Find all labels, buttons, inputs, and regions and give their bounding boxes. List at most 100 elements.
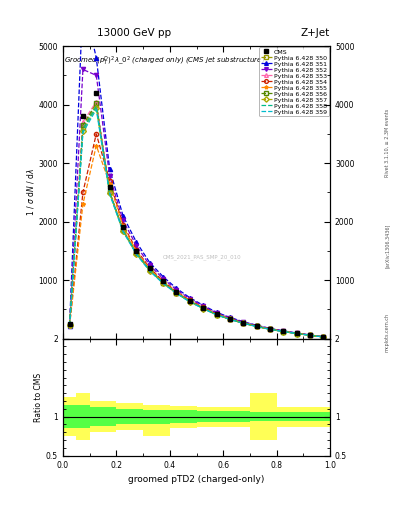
Pythia 6.428 353 bbox=[134, 249, 139, 255]
CMS bbox=[281, 328, 286, 334]
Pythia 6.428 353 bbox=[254, 323, 259, 329]
Pythia 6.428 350 bbox=[134, 250, 139, 257]
Pythia 6.428 356 bbox=[281, 328, 286, 334]
Pythia 6.428 350 bbox=[187, 298, 192, 305]
Y-axis label: 1 / $\sigma$ d$N$ / d$\lambda$: 1 / $\sigma$ d$N$ / d$\lambda$ bbox=[25, 168, 36, 217]
Pythia 6.428 356 bbox=[228, 316, 232, 322]
Pythia 6.428 356 bbox=[321, 334, 326, 340]
CMS bbox=[161, 278, 165, 284]
Pythia 6.428 351 bbox=[161, 273, 165, 280]
Pythia 6.428 356 bbox=[268, 326, 272, 332]
CMS bbox=[121, 224, 125, 230]
Pythia 6.428 358 bbox=[308, 332, 312, 338]
Pythia 6.428 357 bbox=[228, 316, 232, 323]
Pythia 6.428 359 bbox=[201, 306, 206, 312]
Pythia 6.428 356 bbox=[174, 290, 179, 296]
Pythia 6.428 352 bbox=[94, 72, 99, 78]
Pythia 6.428 357 bbox=[81, 128, 85, 134]
Pythia 6.428 354 bbox=[187, 297, 192, 304]
Pythia 6.428 352 bbox=[214, 310, 219, 316]
Pythia 6.428 359 bbox=[147, 268, 152, 274]
Pythia 6.428 353 bbox=[187, 298, 192, 304]
Pythia 6.428 357 bbox=[294, 330, 299, 336]
Pythia 6.428 353 bbox=[174, 290, 179, 296]
Pythia 6.428 350 bbox=[147, 267, 152, 273]
Pythia 6.428 350 bbox=[308, 332, 312, 338]
Pythia 6.428 350 bbox=[94, 101, 99, 108]
Pythia 6.428 352 bbox=[174, 287, 179, 293]
Pythia 6.428 353 bbox=[201, 305, 206, 311]
Pythia 6.428 354 bbox=[201, 304, 206, 310]
Pythia 6.428 359 bbox=[161, 281, 165, 287]
Pythia 6.428 357 bbox=[268, 326, 272, 332]
Pythia 6.428 355 bbox=[121, 223, 125, 229]
Pythia 6.428 350 bbox=[228, 316, 232, 322]
Pythia 6.428 353 bbox=[268, 326, 272, 332]
Pythia 6.428 351 bbox=[321, 334, 326, 340]
Pythia 6.428 351 bbox=[147, 260, 152, 266]
Pythia 6.428 351 bbox=[254, 322, 259, 328]
Pythia 6.428 352 bbox=[147, 262, 152, 268]
Pythia 6.428 354 bbox=[321, 334, 326, 340]
Pythia 6.428 358 bbox=[174, 290, 179, 296]
Pythia 6.428 354 bbox=[174, 288, 179, 294]
Y-axis label: Ratio to CMS: Ratio to CMS bbox=[34, 373, 43, 422]
Pythia 6.428 356 bbox=[294, 330, 299, 336]
CMS bbox=[187, 297, 192, 304]
CMS bbox=[147, 265, 152, 271]
Pythia 6.428 357 bbox=[147, 268, 152, 274]
Pythia 6.428 359 bbox=[134, 251, 139, 258]
Pythia 6.428 351 bbox=[241, 318, 246, 325]
Pythia 6.428 352 bbox=[161, 275, 165, 282]
Pythia 6.428 351 bbox=[81, 0, 85, 3]
Pythia 6.428 359 bbox=[121, 228, 125, 234]
Line: Pythia 6.428 358: Pythia 6.428 358 bbox=[70, 106, 323, 337]
Pythia 6.428 350 bbox=[241, 320, 246, 326]
Legend: CMS, Pythia 6.428 350, Pythia 6.428 351, Pythia 6.428 352, Pythia 6.428 353, Pyt: CMS, Pythia 6.428 350, Pythia 6.428 351,… bbox=[259, 47, 329, 116]
Pythia 6.428 353 bbox=[94, 99, 99, 105]
Pythia 6.428 354 bbox=[281, 328, 286, 334]
Pythia 6.428 359 bbox=[294, 330, 299, 336]
Pythia 6.428 352 bbox=[228, 315, 232, 321]
Pythia 6.428 354 bbox=[94, 131, 99, 137]
Pythia 6.428 350 bbox=[174, 290, 179, 296]
Pythia 6.428 350 bbox=[81, 125, 85, 131]
Pythia 6.428 352 bbox=[268, 326, 272, 332]
Pythia 6.428 358 bbox=[294, 330, 299, 336]
Pythia 6.428 351 bbox=[107, 166, 112, 172]
CMS bbox=[134, 248, 139, 254]
Pythia 6.428 356 bbox=[121, 227, 125, 233]
CMS bbox=[228, 316, 232, 322]
Pythia 6.428 359 bbox=[67, 323, 72, 329]
Pythia 6.428 353 bbox=[161, 280, 165, 286]
Pythia 6.428 359 bbox=[214, 312, 219, 318]
Pythia 6.428 351 bbox=[187, 294, 192, 301]
Pythia 6.428 352 bbox=[134, 243, 139, 249]
Pythia 6.428 354 bbox=[268, 326, 272, 332]
Pythia 6.428 355 bbox=[81, 201, 85, 207]
Pythia 6.428 350 bbox=[67, 322, 72, 328]
Pythia 6.428 355 bbox=[228, 316, 232, 322]
Pythia 6.428 352 bbox=[241, 319, 246, 325]
Line: Pythia 6.428 359: Pythia 6.428 359 bbox=[70, 109, 323, 337]
Pythia 6.428 359 bbox=[174, 290, 179, 296]
Pythia 6.428 351 bbox=[308, 332, 312, 338]
Pythia 6.428 351 bbox=[214, 309, 219, 315]
Pythia 6.428 354 bbox=[147, 265, 152, 271]
Pythia 6.428 352 bbox=[201, 303, 206, 309]
Pythia 6.428 357 bbox=[67, 322, 72, 328]
Pythia 6.428 350 bbox=[281, 328, 286, 334]
Pythia 6.428 354 bbox=[67, 323, 72, 329]
Pythia 6.428 355 bbox=[321, 334, 326, 340]
CMS bbox=[241, 320, 246, 326]
Pythia 6.428 357 bbox=[187, 298, 192, 305]
Pythia 6.428 358 bbox=[107, 189, 112, 196]
Pythia 6.428 355 bbox=[308, 332, 312, 338]
Pythia 6.428 356 bbox=[81, 122, 85, 128]
Pythia 6.428 356 bbox=[254, 323, 259, 329]
Pythia 6.428 351 bbox=[201, 302, 206, 308]
Pythia 6.428 359 bbox=[228, 316, 232, 323]
Text: Z+Jet: Z+Jet bbox=[301, 28, 330, 38]
Pythia 6.428 350 bbox=[201, 305, 206, 311]
Pythia 6.428 357 bbox=[161, 280, 165, 286]
